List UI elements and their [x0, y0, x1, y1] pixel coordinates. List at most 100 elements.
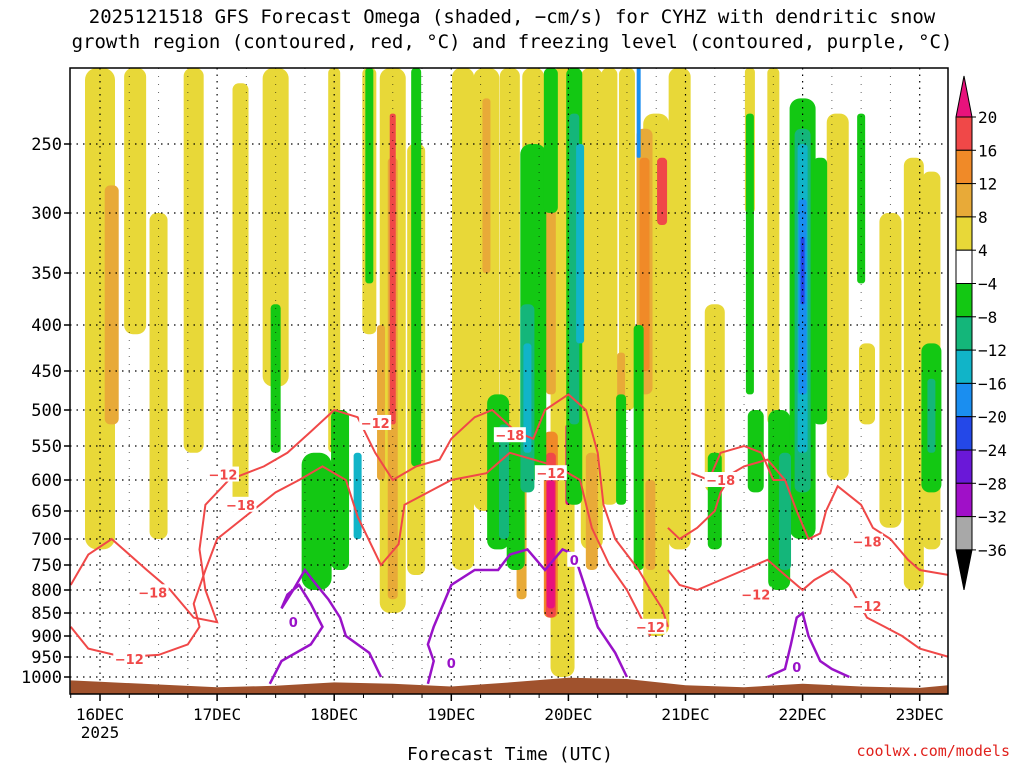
sinking-band: [543, 68, 558, 213]
colorbar-swatch: [955, 249, 973, 284]
rising-band: [859, 343, 876, 425]
freezing-label: 0: [792, 661, 801, 676]
sinking-band-stronger: [576, 144, 585, 344]
dendritic-label-bg: [739, 586, 772, 602]
colorbar-label: −32: [978, 508, 1007, 527]
colorbar-swatch: [955, 382, 973, 418]
freezing-label-bg: [567, 551, 582, 567]
dendritic-label-bg: [206, 466, 239, 482]
x-tick-label: 21DEC: [661, 705, 709, 724]
dendritic-contour-2: [667, 458, 948, 576]
y-tick-label: 550: [31, 437, 62, 457]
chart-title-line1: 2025121518 GFS Forecast Omega (shaded, −…: [88, 6, 936, 28]
colorbar-label: −20: [978, 408, 1007, 427]
dendritic-label: −18: [853, 536, 882, 551]
colorbar-label: 8: [978, 208, 988, 227]
freezing-label: 0: [570, 554, 579, 569]
grid-lines: [70, 68, 948, 694]
x-tick-year: 2025: [81, 723, 120, 742]
colorbar-swatch: [955, 449, 973, 484]
dendritic-contour-0: [70, 393, 669, 628]
terrain-surface: [70, 677, 948, 694]
y-tick-label: 650: [31, 502, 62, 522]
y-tick-label: 750: [31, 556, 62, 576]
dendritic-label-bg: [634, 618, 667, 634]
colorbar-label: −28: [978, 474, 1007, 493]
sinking-band: [506, 438, 525, 570]
y-tick-label: 500: [31, 401, 62, 421]
colorbar-swatch: [955, 149, 973, 185]
y-tick-label: 350: [31, 264, 62, 284]
rising-core: [657, 157, 668, 225]
rising-band: [452, 68, 475, 570]
dendritic-label: −12: [208, 469, 237, 484]
sinking-band: [270, 304, 281, 453]
sinking-band: [301, 452, 332, 590]
rising-band: [328, 68, 341, 453]
dendritic-label-bg: [224, 496, 257, 512]
plot-frame: [69, 67, 949, 695]
rising-band: [262, 68, 289, 387]
y-tick-label: 300: [31, 204, 62, 224]
colorbar: 20 16 12 8 4 −4 −8 −12 −16 −20 −24 −28 −32 −36: [955, 75, 1007, 590]
rising-band: [149, 213, 168, 539]
y-tick-label: 800: [31, 581, 62, 601]
y-tick-label: 450: [31, 362, 62, 382]
freezing-contour-0: [268, 567, 383, 685]
sinking-band-strong: [927, 378, 936, 453]
x-axis: 16DEC 17DEC 18DEC 19DEC 20DEC 21DEC 22DEC 23DEC…: [70, 694, 944, 742]
dendritic-contour-3: [667, 558, 948, 658]
y-tick-label: 250: [31, 135, 62, 155]
x-tick-label: 16DEC: [76, 705, 124, 724]
x-tick-label: 22DEC: [779, 705, 827, 724]
y-axis: 250 300 350 400 450 500 550 600 650 700 750 800 850 9…: [21, 135, 70, 688]
colorbar-swatch: [955, 516, 973, 551]
y-tick-label: 850: [31, 604, 62, 624]
colorbar-swatch: [955, 316, 973, 351]
colorbar-swatch: [955, 416, 973, 451]
terrain-fill: [70, 677, 948, 694]
rising-band: [767, 68, 780, 425]
dendritic-label: −12: [361, 417, 390, 432]
colorbar-label: 12: [978, 175, 997, 194]
rising-band: [124, 68, 147, 335]
y-tick-label: 600: [31, 471, 62, 491]
colorbar-top-arrow: [955, 75, 973, 118]
colorbar-swatch: [955, 183, 973, 218]
dendritic-label: −18: [495, 429, 524, 444]
dendritic-label: −12: [536, 467, 565, 482]
x-tick-label: 18DEC: [310, 705, 358, 724]
colorbar-label: 4: [978, 241, 988, 260]
colorbar-label: −36: [978, 541, 1007, 560]
dendritic-label-bg: [851, 533, 884, 549]
sinking-band: [411, 68, 422, 467]
freezing-label-bg: [286, 614, 301, 630]
dendritic-label-bg: [493, 427, 526, 443]
sinking-band-strong: [498, 424, 509, 539]
dendritic-label: −18: [138, 586, 167, 601]
chart-title-line2: growth region (contoured, red, °C) and f…: [71, 31, 953, 53]
y-tick-label: 700: [31, 530, 62, 550]
freezing-contour-2: [766, 610, 850, 679]
rising-band-strong: [377, 325, 386, 480]
rising-band: [826, 113, 849, 480]
rising-max: [546, 480, 555, 609]
colorbar-label: −24: [978, 441, 1007, 460]
freezing-label: 0: [447, 657, 456, 672]
x-axis-title: Forecast Time (UTC): [407, 744, 613, 765]
rising-band-strong: [482, 98, 491, 274]
x-tick-label: 23DEC: [896, 705, 944, 724]
rising-band-strong: [645, 480, 656, 570]
rising-band: [183, 68, 204, 453]
dendritic-label-bg: [136, 584, 169, 600]
sinking-band-stronger: [353, 452, 362, 539]
colorbar-label: −12: [978, 341, 1007, 360]
colorbar-swatch: [955, 349, 973, 384]
omega-shading: [85, 68, 942, 677]
colorbar-swatch: [955, 216, 973, 251]
dendritic-label: −18: [706, 474, 735, 489]
sinking-band: [813, 157, 828, 425]
colorbar-label: −16: [978, 374, 1007, 393]
dendritic-label: −18: [226, 499, 255, 514]
